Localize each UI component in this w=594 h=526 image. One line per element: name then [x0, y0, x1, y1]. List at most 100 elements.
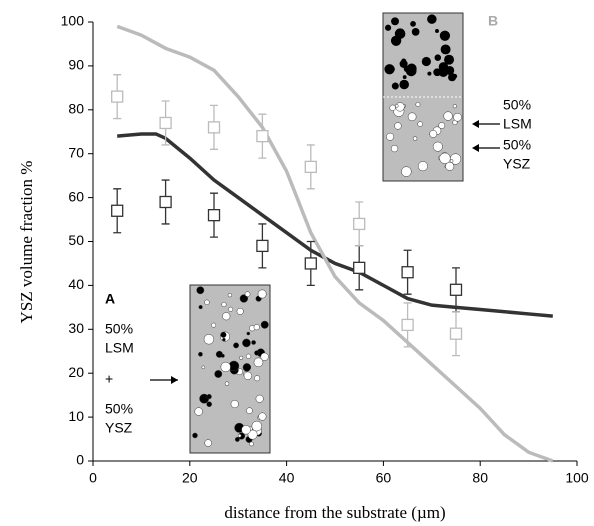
point	[111, 204, 124, 217]
particle	[198, 305, 203, 310]
x-tick-label: 60	[376, 470, 392, 486]
point	[207, 121, 221, 134]
point	[256, 129, 269, 143]
particle	[445, 161, 455, 171]
particle	[194, 407, 203, 416]
point	[449, 283, 463, 296]
particle	[402, 75, 407, 80]
particle	[258, 412, 267, 421]
point	[304, 257, 317, 270]
x-tick-label: 0	[89, 470, 97, 486]
particle	[453, 112, 462, 122]
particle	[192, 432, 198, 439]
particle	[257, 289, 267, 299]
particle	[434, 54, 442, 61]
inset-a-text: 50%	[105, 401, 133, 417]
particle	[228, 306, 234, 312]
point	[256, 239, 269, 253]
y-tick-label: 0	[76, 452, 84, 468]
inset-a-text: +	[105, 371, 113, 387]
particle	[399, 79, 409, 90]
particle	[244, 291, 251, 297]
particle	[220, 361, 231, 373]
particle	[390, 144, 399, 153]
particle	[234, 437, 240, 442]
particle	[395, 104, 399, 108]
y-tick-label: 30	[68, 320, 84, 336]
particle	[439, 30, 451, 41]
particle	[201, 365, 206, 370]
particle	[251, 340, 256, 345]
particle	[221, 301, 227, 308]
particle	[253, 324, 260, 331]
particle	[391, 17, 399, 26]
x-axis-title: distance from the substrate (µm)	[224, 503, 445, 522]
particle	[243, 371, 253, 380]
particle	[246, 407, 253, 414]
particle	[196, 286, 205, 295]
particle	[211, 322, 217, 328]
particle	[411, 28, 420, 36]
point	[207, 209, 221, 222]
point	[111, 90, 124, 103]
particle	[385, 24, 392, 31]
particle	[394, 28, 406, 39]
inset-b-text: 50%	[503, 97, 531, 113]
particle	[204, 299, 210, 306]
y-tick-label: 70	[68, 144, 84, 160]
inset-b-text: 50%	[503, 137, 531, 153]
particle	[237, 433, 242, 438]
inset-b	[382, 12, 500, 182]
particle	[405, 65, 417, 77]
point	[353, 261, 366, 274]
inset-a-text: LSM	[105, 340, 134, 356]
particle	[206, 401, 212, 407]
curve	[116, 24, 554, 463]
particle	[220, 331, 227, 338]
particle	[233, 342, 239, 349]
x-tick-label: 40	[279, 470, 295, 486]
particle	[222, 312, 231, 321]
particle	[236, 307, 244, 315]
particle	[417, 121, 423, 127]
y-tick-label: 80	[68, 101, 84, 117]
inset-b-label: B	[488, 13, 498, 29]
particle	[239, 294, 249, 303]
inset-b-text: YSZ	[503, 156, 531, 172]
y-axis-title: YSZ volume fraction %	[17, 161, 36, 324]
particle	[230, 399, 239, 409]
particle	[227, 293, 233, 298]
point	[159, 116, 172, 130]
particle	[401, 166, 412, 177]
inset-a-label: A	[105, 291, 115, 307]
particle	[429, 129, 438, 138]
curve	[117, 132, 553, 318]
x-tick-label: 80	[472, 470, 488, 486]
inset-b-text: LSM	[503, 116, 532, 132]
particle	[215, 350, 223, 358]
particle	[432, 141, 443, 152]
point	[449, 327, 463, 340]
particle	[443, 111, 453, 121]
particle	[399, 59, 408, 68]
inset-a-text: YSZ	[105, 420, 133, 436]
particle	[389, 104, 396, 112]
particle	[417, 161, 428, 172]
particle	[203, 334, 215, 345]
particle	[255, 394, 264, 403]
particle	[260, 352, 269, 361]
x-tick-label: 20	[182, 470, 198, 486]
particle	[241, 425, 251, 435]
particle	[410, 20, 416, 27]
particle	[222, 337, 226, 342]
particle	[251, 420, 263, 432]
particle	[435, 28, 439, 33]
particle	[249, 441, 254, 447]
y-tick-label: 40	[68, 276, 84, 292]
arrow-head	[472, 120, 479, 128]
particle	[214, 370, 223, 378]
point	[159, 195, 172, 209]
particle	[246, 331, 251, 336]
